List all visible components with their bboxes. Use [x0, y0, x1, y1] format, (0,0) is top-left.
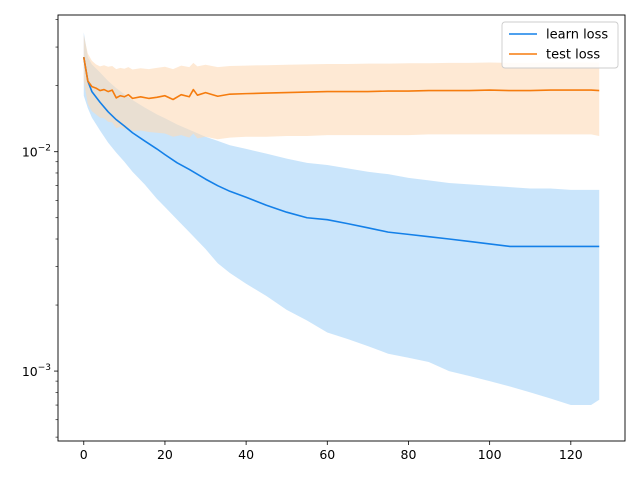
- line-learn-loss: [82, 56, 600, 248]
- legend: learn loss test loss: [501, 21, 619, 69]
- x-tick-label-40: 40: [238, 447, 254, 462]
- x-tick-label-20: 20: [157, 447, 173, 462]
- legend-label-learn-loss: learn loss: [546, 28, 608, 43]
- line-test-loss: [82, 56, 600, 101]
- x-tick-label-120: 120: [559, 447, 583, 462]
- x-tick-label-100: 100: [478, 447, 502, 462]
- axes-frame: [57, 14, 626, 442]
- x-tick-label-80: 80: [401, 447, 417, 462]
- legend-label-test-loss: test loss: [546, 48, 600, 63]
- y-tick-label: 10−2: [22, 144, 51, 160]
- band-test-loss: [83, 35, 600, 140]
- y-tick-label: 10−3: [22, 363, 51, 379]
- x-tick-label-60: 60: [319, 447, 335, 462]
- x-tick-label-0: 0: [80, 447, 88, 462]
- plot-area: [82, 32, 600, 406]
- band-learn-loss: [83, 32, 600, 406]
- axes: 0 20 40 60 80 100 120 10−3 10−2: [22, 19, 583, 462]
